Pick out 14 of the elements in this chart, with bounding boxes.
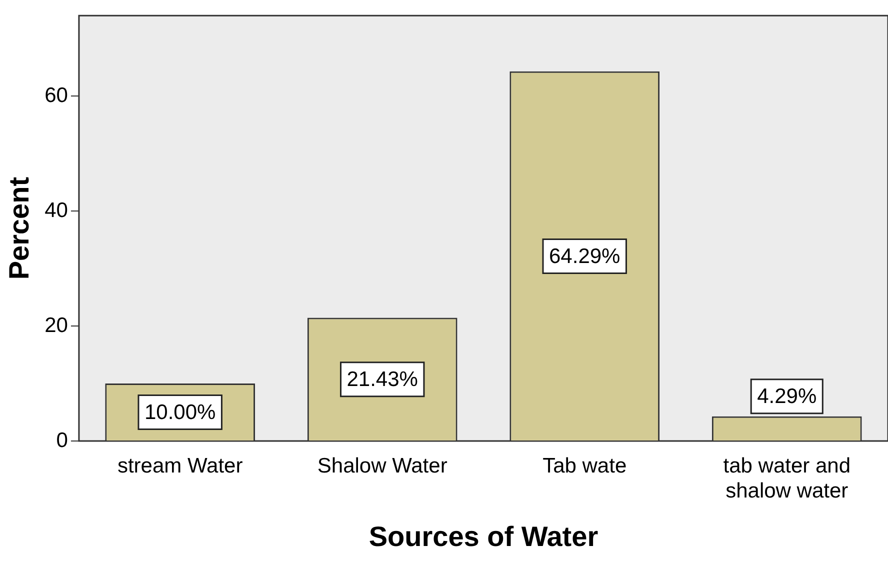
data-label: 10.00% — [144, 401, 216, 424]
x-tick-label: Tab wate — [542, 454, 627, 478]
y-tick-label: 0 — [56, 428, 68, 452]
data-label: 64.29% — [548, 245, 620, 268]
x-tick-label: stream Water — [117, 454, 243, 478]
data-label: 21.43% — [346, 368, 418, 392]
y-tick-label: 20 — [44, 314, 68, 337]
x-tick-label: tab water and shalow water — [723, 454, 851, 503]
y-tick-label: 40 — [44, 198, 68, 222]
y-tick-label: 60 — [44, 84, 68, 107]
x-tick-label: Shalow Water — [317, 454, 448, 478]
y-axis-title: Percent — [4, 176, 35, 280]
x-axis-title: Sources of Water — [368, 520, 598, 552]
data-label: 4.29% — [757, 385, 817, 408]
